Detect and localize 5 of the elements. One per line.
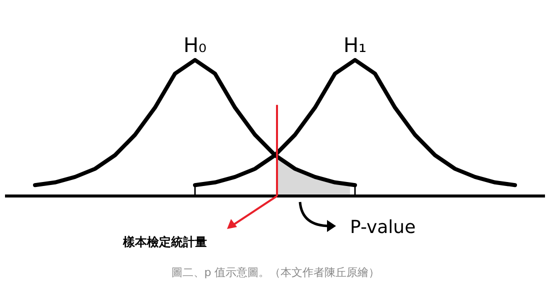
text: 樣本檢定統計量 [122,235,207,249]
series-label: H₁ [343,33,367,57]
text: P-value [350,217,416,238]
series-label: H₀ [183,33,207,57]
text: 圖二、p 值示意圖。（本文作者陳丘原繪） [171,266,380,279]
